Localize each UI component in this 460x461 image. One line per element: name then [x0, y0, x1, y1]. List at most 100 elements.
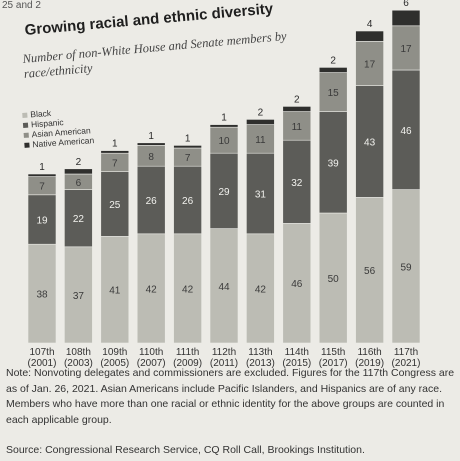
data-label: 11 — [292, 122, 303, 133]
data-label: 38 — [36, 290, 48, 301]
bar-segment-native-american — [27, 173, 57, 177]
data-label: 17 — [364, 60, 376, 71]
bar-segment-black — [282, 223, 312, 344]
x-tick-year: (2001) — [28, 358, 57, 369]
x-tick-year: (2009) — [173, 358, 202, 369]
data-label: 2 — [330, 55, 336, 66]
data-label: 1 — [148, 131, 154, 142]
x-tick-label: 111th — [176, 347, 200, 358]
bar-segment-hispanic — [136, 165, 166, 235]
bar-segment-black — [318, 212, 348, 344]
bar-segment-native-american — [246, 119, 275, 125]
x-tick-label: 109th — [102, 347, 127, 358]
data-label: 17 — [400, 44, 412, 55]
bar-segment-asian-american — [318, 72, 348, 112]
bar-segment-native-american — [282, 106, 312, 112]
bar-segment-hispanic — [246, 152, 275, 235]
data-label: 46 — [291, 279, 303, 290]
data-label: 56 — [364, 266, 376, 277]
chart-note: Note: Nonvoting delegates and commission… — [6, 367, 455, 426]
x-tick-year: (2013) — [246, 358, 275, 369]
data-label: 42 — [255, 284, 267, 295]
bar-segment-black — [64, 246, 93, 344]
data-label: 6 — [403, 0, 409, 9]
bar-segment-native-american — [391, 9, 421, 27]
x-tick-year: (2015) — [282, 358, 311, 369]
bar-segment-hispanic — [100, 171, 130, 237]
x-tick-year: (2017) — [319, 358, 348, 369]
clipped-header-text: 25 and 2 — [2, 0, 41, 11]
data-label: 26 — [182, 196, 194, 207]
bar-segment-black — [136, 233, 166, 344]
x-tick-year: (2019) — [355, 358, 384, 369]
x-tick-label: 115th — [321, 347, 345, 358]
data-label: 43 — [364, 138, 376, 149]
data-label: 42 — [146, 284, 158, 295]
data-label: 32 — [291, 178, 303, 189]
bar-segment-native-american — [318, 67, 348, 73]
bar-segment-native-american — [64, 168, 93, 175]
x-tick-label: 112th — [212, 347, 236, 358]
data-label: 59 — [400, 262, 412, 273]
data-label: 1 — [112, 139, 118, 150]
chart-source: Source: Congressional Research Service, … — [6, 444, 365, 456]
bar-segment-black — [209, 228, 239, 344]
data-label: 1 — [221, 113, 227, 124]
bar-segment-hispanic — [318, 111, 348, 214]
data-label: 41 — [109, 286, 121, 297]
x-tick-year: (2007) — [137, 358, 166, 369]
x-tick-label: 110th — [139, 347, 163, 358]
data-label: 10 — [218, 136, 230, 147]
data-label: 37 — [73, 291, 85, 302]
bar-segment-hispanic — [282, 139, 312, 224]
data-label: 1 — [39, 162, 45, 173]
x-tick-label: 116th — [357, 347, 381, 358]
bar-segment-black — [27, 243, 57, 344]
data-label: 8 — [148, 152, 154, 163]
bar-segment-hispanic — [355, 85, 384, 198]
x-tick-label: 113th — [248, 347, 272, 358]
data-label: 2 — [294, 94, 300, 105]
data-label: 7 — [185, 153, 191, 164]
data-label: 46 — [400, 126, 412, 137]
bar-segment-hispanic — [391, 69, 421, 190]
x-tick-year: (2005) — [100, 358, 129, 369]
data-label: 29 — [218, 187, 230, 198]
x-tick-year: (2021) — [392, 358, 421, 369]
bar-segment-black — [246, 233, 275, 344]
bar-segment-hispanic — [209, 152, 239, 229]
data-label: 4 — [367, 19, 373, 30]
bar-segment-black — [391, 189, 421, 344]
data-label: 50 — [328, 274, 340, 285]
data-label: 42 — [182, 284, 194, 295]
x-tick-label: 108th — [66, 347, 91, 358]
bar-segment-native-american — [173, 145, 202, 149]
data-label: 19 — [36, 216, 48, 227]
x-tick-label: 114th — [285, 347, 309, 358]
bar-segment-asian-american — [209, 126, 239, 154]
data-label: 2 — [76, 157, 82, 168]
x-tick-year: (2003) — [64, 358, 93, 369]
data-label: 7 — [39, 182, 45, 193]
data-label: 22 — [73, 214, 85, 225]
data-label: 25 — [109, 200, 121, 211]
bar-segment-asian-american — [391, 25, 421, 71]
data-label: 26 — [146, 196, 158, 207]
data-label: 15 — [328, 88, 340, 99]
data-label: 44 — [218, 282, 230, 293]
bar-segment-black — [173, 233, 202, 344]
bar-segment-native-american — [209, 124, 239, 128]
bar-segment-black — [355, 197, 384, 344]
data-label: 2 — [258, 107, 264, 118]
data-label: 6 — [76, 178, 82, 189]
bar-segment-black — [100, 236, 130, 344]
bar-segment-native-american — [355, 30, 384, 42]
bar-segment-native-american — [136, 142, 166, 146]
data-label: 7 — [112, 158, 118, 169]
bar-segment-asian-american — [355, 41, 384, 86]
data-label: 31 — [255, 190, 267, 201]
bar-segment-asian-american — [246, 124, 275, 154]
data-label: 11 — [255, 135, 266, 146]
x-tick-label: 107th — [29, 347, 54, 358]
